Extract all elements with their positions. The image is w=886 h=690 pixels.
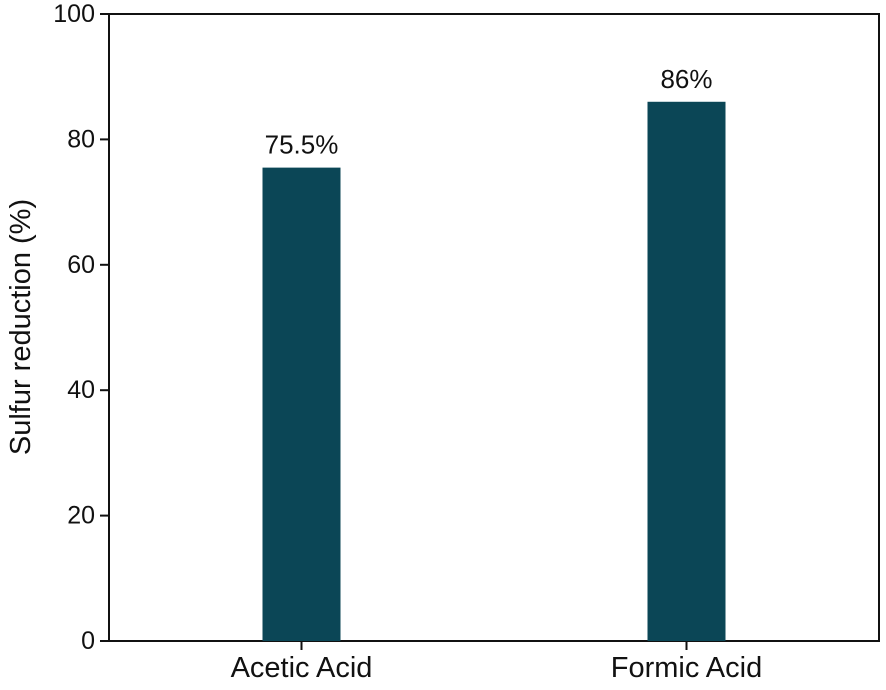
bar-value-label: 86% [660, 64, 712, 94]
bars [262, 101, 726, 642]
bar [647, 101, 726, 641]
y-tick-label: 20 [67, 502, 95, 530]
y-tick-label: 100 [53, 0, 95, 28]
x-tick-label: Formic Acid [611, 652, 762, 684]
bar-value-label: 75.5% [265, 130, 339, 160]
y-tick-label: 40 [67, 376, 95, 404]
y-tick-label: 60 [67, 251, 95, 279]
bar [262, 167, 341, 642]
plot-area [108, 13, 880, 642]
x-axis-ticks: Acetic Acid Formic Acid [231, 641, 762, 684]
y-tick-label: 80 [67, 125, 95, 153]
y-axis-title: Sulfur reduction (%) [5, 199, 37, 455]
y-axis-ticks: 0 20 40 60 80 100 [53, 0, 109, 655]
data-labels: 75.5% 86% [265, 64, 713, 160]
x-tick-label: Acetic Acid [231, 652, 373, 684]
y-tick-label: 0 [81, 627, 95, 655]
